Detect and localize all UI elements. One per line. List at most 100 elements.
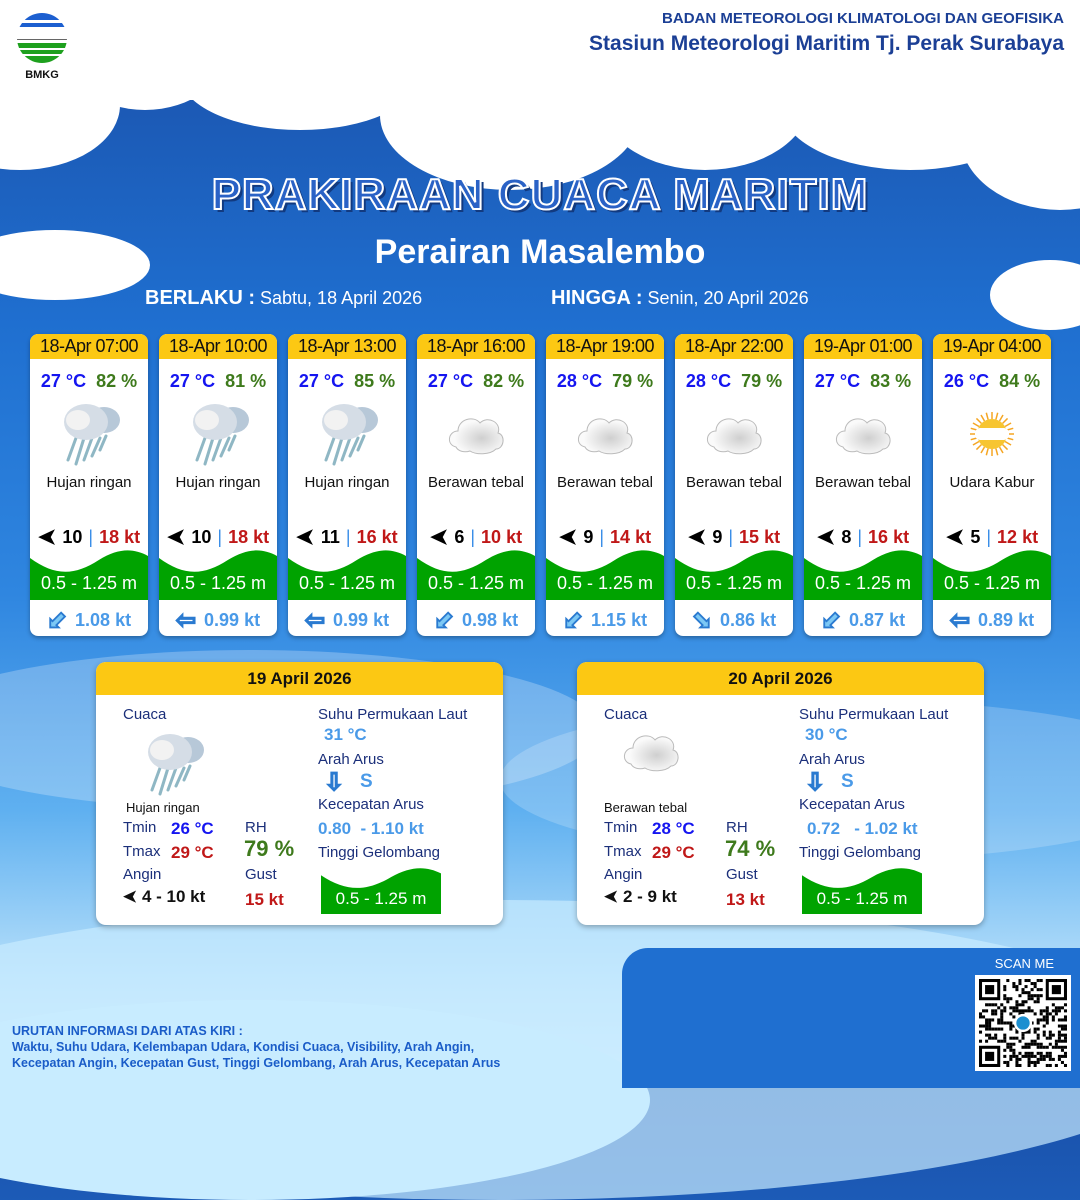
forecast-card: 18-Apr 07:00 27 °C 82 % Hujan ringan ➤ 10… (30, 334, 148, 636)
tmin-value: 26 °C (171, 819, 214, 838)
wind-range: 4 - 10 kt (141, 887, 206, 906)
wave-height: 0.5 - 1.25 m (321, 866, 441, 914)
current-speed-range: 0.80 - 1.10 kt (318, 819, 424, 838)
wind-arrow-west-icon: ➤ (816, 524, 836, 549)
air-temperature: 27 °C (814, 371, 861, 391)
current-speed: 0.99 kt (333, 610, 390, 630)
current-speed: 0.99 kt (204, 610, 261, 630)
qr-code[interactable] (975, 975, 1071, 1071)
weather-condition: Hujan ringan (175, 474, 261, 491)
humidity: 79 % (741, 371, 783, 391)
separator: | (217, 526, 223, 547)
wave-height: 0.5 - 1.25 m (802, 866, 922, 914)
wave-height: 0.5 - 1.25 m (159, 548, 277, 600)
current-speed: 0.89 kt (978, 610, 1035, 630)
bmkg-logo-icon (17, 13, 67, 63)
logo-text: BMKG (25, 69, 59, 81)
current-direction-label: Arah Arus (799, 751, 865, 768)
separator: | (599, 526, 605, 547)
arrow-west-icon: ⇦ (175, 607, 197, 635)
cloud-rain-icon (140, 728, 206, 805)
forecast-time: 19-Apr 04:00 (933, 334, 1051, 359)
wind-arrow-west-icon: ➤ (945, 524, 965, 549)
gust-speed: 12 kt (997, 526, 1039, 547)
separator: | (88, 526, 94, 547)
cloud-icon (546, 398, 664, 470)
bmkg-logo: BMKG (14, 12, 70, 81)
arrow-southwest-icon: ⬋ (820, 607, 842, 635)
wave-height-label: Tinggi Gelombang (799, 844, 922, 861)
wave-height-label: Tinggi Gelombang (318, 844, 441, 861)
daily-date: 19 April 2026 (96, 662, 503, 695)
wind-speed: 10 (191, 526, 212, 547)
gust-label: Gust (726, 866, 758, 883)
wave-height-value: 0.5 - 1.25 m (556, 573, 654, 593)
forecast-card: 18-Apr 13:00 27 °C 85 % Hujan ringan ➤ 11… (288, 334, 406, 636)
tmax-label: Tmax (123, 843, 161, 860)
wave-height-value: 0.5 - 1.25 m (298, 573, 396, 593)
arrow-west-icon: ⇦ (949, 607, 971, 635)
sst-value: 30 °C (805, 725, 848, 744)
arrow-southeast-icon: ⬊ (691, 607, 713, 635)
current-direction-label: Arah Arus (318, 751, 384, 768)
sst-value: 31 °C (324, 725, 367, 744)
cloud-rain-icon (30, 398, 148, 470)
weather-condition: Berawan tebal (686, 474, 782, 491)
cloud-icon (621, 728, 681, 779)
valid-from-label: BERLAKU : (145, 287, 255, 309)
wind-arrow-west-icon: ➤ (296, 524, 315, 549)
forecast-time: 18-Apr 16:00 (417, 334, 535, 359)
cloud-icon (804, 398, 922, 470)
legend-line-2: Kecepatan Angin, Kecepatan Gust, Tinggi … (12, 1056, 501, 1070)
weather-label: Cuaca (604, 706, 648, 723)
current-speed: 1.08 kt (75, 610, 132, 630)
wind-speed: 9 (583, 526, 594, 547)
gust-speed: 18 kt (99, 526, 141, 547)
current-direction-value: S (841, 771, 854, 792)
legend-line-1: Waktu, Suhu Udara, Kelembapan Udara, Kon… (12, 1040, 475, 1054)
wind-arrow-west-icon: ➤ (604, 887, 619, 906)
cloud-rain-icon (288, 398, 406, 470)
air-temperature: 28 °C (685, 371, 732, 391)
forecast-card: 18-Apr 22:00 28 °C 79 % Berawan tebal ➤ 9… (675, 334, 793, 636)
air-temperature: 26 °C (943, 371, 990, 391)
arrow-south-icon: ⇩ (323, 769, 345, 797)
arrow-southwest-icon: ⬋ (562, 607, 584, 635)
forecast-time: 18-Apr 10:00 (159, 334, 277, 359)
wave-height-value: 0.5 - 1.25 m (816, 889, 908, 908)
separator: | (470, 526, 476, 547)
weather-condition: Hujan ringan (304, 474, 390, 491)
weather-condition: Udara Kabur (949, 474, 1035, 491)
arrow-south-icon: ⇩ (804, 769, 826, 797)
wind-speed: 8 (841, 526, 852, 547)
arrow-southwest-icon: ⬋ (433, 607, 455, 635)
wind-range: 2 - 9 kt (622, 887, 677, 906)
valid-from: BERLAKU : Sabtu, 18 April 2026 (145, 287, 422, 310)
rh-label: RH (726, 819, 748, 836)
current-direction-value: S (360, 771, 373, 792)
forecast-time: 18-Apr 07:00 (30, 334, 148, 359)
cloud-rain-icon (159, 398, 277, 470)
wave-height: 0.5 - 1.25 m (546, 548, 664, 600)
wind-arrow-west-icon: ➤ (429, 524, 449, 549)
cloud-icon (675, 398, 793, 470)
gust-speed: 14 kt (610, 526, 652, 547)
forecast-card: 18-Apr 10:00 27 °C 81 % Hujan ringan ➤ 10… (159, 334, 277, 636)
wave-height: 0.5 - 1.25 m (933, 548, 1051, 600)
forecast-card: 18-Apr 16:00 27 °C 82 % Berawan tebal ➤ 6… (417, 334, 535, 636)
humidity: 81 % (225, 371, 267, 391)
wave-height-value: 0.5 - 1.25 m (335, 889, 427, 908)
gust-value: 13 kt (726, 890, 765, 909)
tmin-label: Tmin (604, 819, 638, 836)
tmax-value: 29 °C (171, 843, 214, 862)
current-speed-label: Kecepatan Arus (799, 796, 905, 813)
valid-from-value: Sabtu, 18 April 2026 (260, 288, 423, 308)
current-speed: 1.15 kt (591, 610, 648, 630)
wave-height-value: 0.5 - 1.25 m (427, 573, 525, 593)
page-subtitle: Perairan Masalembo (374, 233, 706, 271)
air-temperature: 28 °C (556, 371, 603, 391)
wave-height-value: 0.5 - 1.25 m (169, 573, 267, 593)
info-legend: URUTAN INFORMASI DARI ATAS KIRI : Waktu,… (12, 1023, 500, 1071)
humidity: 85 % (354, 371, 396, 391)
current-speed: 0.86 kt (720, 610, 777, 630)
